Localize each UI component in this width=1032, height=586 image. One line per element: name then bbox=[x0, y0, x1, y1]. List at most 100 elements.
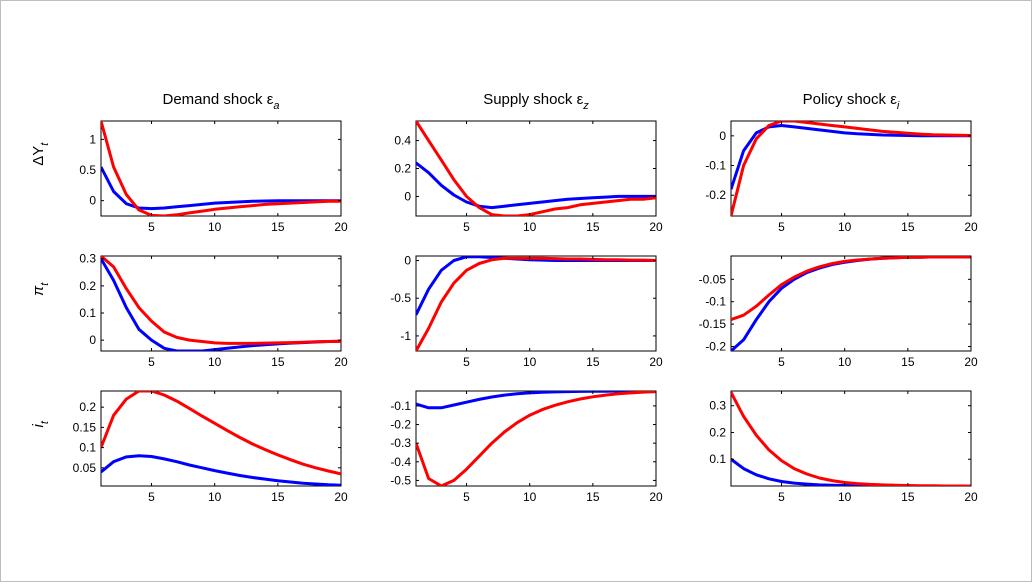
series-line-blue bbox=[416, 161, 656, 210]
x-tick-label: 20 bbox=[649, 355, 663, 369]
x-tick-label: 5 bbox=[148, 220, 155, 234]
row-label-text: ΔY bbox=[30, 146, 47, 166]
series-line-red bbox=[731, 256, 971, 322]
column-title-subscript: i bbox=[897, 100, 900, 112]
x-tick-label: 15 bbox=[586, 490, 600, 504]
y-tick-label: 0 bbox=[719, 129, 726, 143]
row-label-text: π bbox=[30, 285, 47, 296]
column-title-subscript: z bbox=[582, 100, 589, 112]
y-tick-label: -0.05 bbox=[699, 272, 727, 286]
x-tick-label: 10 bbox=[208, 355, 222, 369]
x-tick-label: 20 bbox=[964, 220, 978, 234]
x-tick-label: 20 bbox=[649, 490, 663, 504]
x-tick-label: 10 bbox=[838, 355, 852, 369]
series-line-red bbox=[416, 256, 656, 351]
row-label-subscript: t bbox=[39, 282, 51, 286]
axes-frame bbox=[415, 255, 657, 352]
panel-r1-c2: 5 10 15 20 -0.2 -0.15 -0.1 -0.05 bbox=[699, 255, 978, 369]
column-title-0: Demand shock εa bbox=[162, 91, 279, 112]
x-tick-label: 15 bbox=[901, 355, 915, 369]
column-title-1: Supply shock εz bbox=[483, 91, 589, 112]
x-tick-label: 15 bbox=[901, 490, 915, 504]
series-line-blue bbox=[731, 457, 971, 486]
y-tick-label: -0.5 bbox=[390, 291, 411, 305]
x-tick-label: 10 bbox=[523, 490, 537, 504]
row-label-2: it bbox=[30, 420, 51, 427]
y-tick-label: -0.1 bbox=[705, 295, 726, 309]
x-tick-label: 10 bbox=[208, 220, 222, 234]
y-tick-label: 0.2 bbox=[709, 425, 726, 439]
y-tick-label: -0.15 bbox=[699, 317, 727, 331]
column-title-text: Demand shock ε bbox=[162, 91, 273, 108]
series-line-blue bbox=[416, 391, 656, 410]
x-tick-label: 10 bbox=[208, 490, 222, 504]
y-tick-label: 0.15 bbox=[73, 420, 97, 434]
column-title-subscript: a bbox=[273, 100, 279, 112]
y-tick-label: 0.3 bbox=[709, 399, 726, 413]
y-tick-label: 0 bbox=[89, 333, 96, 347]
x-tick-label: 15 bbox=[586, 355, 600, 369]
y-tick-label: 0.4 bbox=[394, 134, 411, 148]
row-label-0: ΔYt bbox=[30, 142, 51, 166]
y-tick-label: 0.2 bbox=[394, 162, 411, 176]
y-tick-label: 0.3 bbox=[79, 252, 96, 266]
column-title-text: Supply shock ε bbox=[483, 91, 583, 108]
y-tick-label: 0 bbox=[404, 254, 411, 268]
y-tick-label: 0.2 bbox=[79, 279, 96, 293]
y-tick-label: 0 bbox=[404, 189, 411, 203]
axes-frame bbox=[100, 390, 342, 487]
x-tick-label: 15 bbox=[586, 220, 600, 234]
axes-frame bbox=[730, 255, 972, 352]
y-tick-label: -1 bbox=[400, 329, 411, 343]
panel-r0-c0: 5 10 15 20 0 0.5 1 bbox=[79, 120, 348, 234]
x-tick-label: 5 bbox=[463, 490, 470, 504]
axes-frame bbox=[730, 390, 972, 487]
x-tick-label: 20 bbox=[964, 490, 978, 504]
x-tick-label: 15 bbox=[271, 355, 285, 369]
panel-r1-c1: 5 10 15 20 -1 -0.5 0 bbox=[390, 254, 663, 369]
y-tick-label: 0.5 bbox=[79, 163, 96, 177]
panel-r2-c0: 5 10 15 20 0.05 0.1 0.15 0.2 bbox=[73, 390, 348, 504]
y-tick-label: -0.2 bbox=[705, 340, 726, 354]
y-tick-label: 0.2 bbox=[79, 400, 96, 414]
y-tick-label: 1 bbox=[89, 132, 96, 146]
x-tick-label: 20 bbox=[649, 220, 663, 234]
x-tick-label: 5 bbox=[463, 355, 470, 369]
x-tick-label: 5 bbox=[148, 355, 155, 369]
x-tick-label: 15 bbox=[901, 220, 915, 234]
series-line-red bbox=[101, 391, 341, 476]
panel-r0-c1: 5 10 15 20 0 0.2 0.4 bbox=[394, 120, 663, 234]
x-tick-label: 15 bbox=[271, 490, 285, 504]
x-tick-label: 10 bbox=[838, 220, 852, 234]
y-tick-label: -0.5 bbox=[390, 473, 411, 487]
x-tick-label: 20 bbox=[334, 490, 348, 504]
series-line-blue bbox=[101, 166, 341, 211]
y-tick-label: 0.1 bbox=[709, 452, 726, 466]
x-tick-label: 10 bbox=[523, 220, 537, 234]
x-tick-label: 5 bbox=[778, 490, 785, 504]
row-label-text: i bbox=[30, 423, 47, 427]
series-line-blue bbox=[101, 454, 341, 486]
x-tick-label: 10 bbox=[523, 355, 537, 369]
series-line-red bbox=[101, 256, 341, 345]
axes-frame bbox=[100, 255, 342, 352]
y-tick-label: -0.1 bbox=[705, 159, 726, 173]
x-tick-label: 15 bbox=[271, 220, 285, 234]
panel-r2-c1: 5 10 15 20 -0.5 -0.4 -0.3 -0.2 -0.1 bbox=[390, 390, 663, 504]
x-tick-label: 5 bbox=[463, 220, 470, 234]
panel-r2-c2: 5 10 15 20 0.1 0.2 0.3 bbox=[709, 390, 978, 504]
axes-frame bbox=[415, 390, 657, 487]
panel-r1-c0: 5 10 15 20 0 0.1 0.2 0.3 bbox=[79, 252, 348, 369]
y-tick-label: -0.2 bbox=[705, 188, 726, 202]
series-line-red bbox=[731, 121, 971, 216]
row-label-1: πt bbox=[30, 282, 51, 296]
x-tick-label: 5 bbox=[778, 220, 785, 234]
x-tick-label: 5 bbox=[778, 355, 785, 369]
y-tick-label: 0.1 bbox=[79, 441, 96, 455]
y-tick-label: -0.3 bbox=[390, 436, 411, 450]
series-line-red bbox=[416, 391, 656, 486]
y-tick-label: -0.4 bbox=[390, 455, 411, 469]
x-tick-label: 20 bbox=[334, 220, 348, 234]
